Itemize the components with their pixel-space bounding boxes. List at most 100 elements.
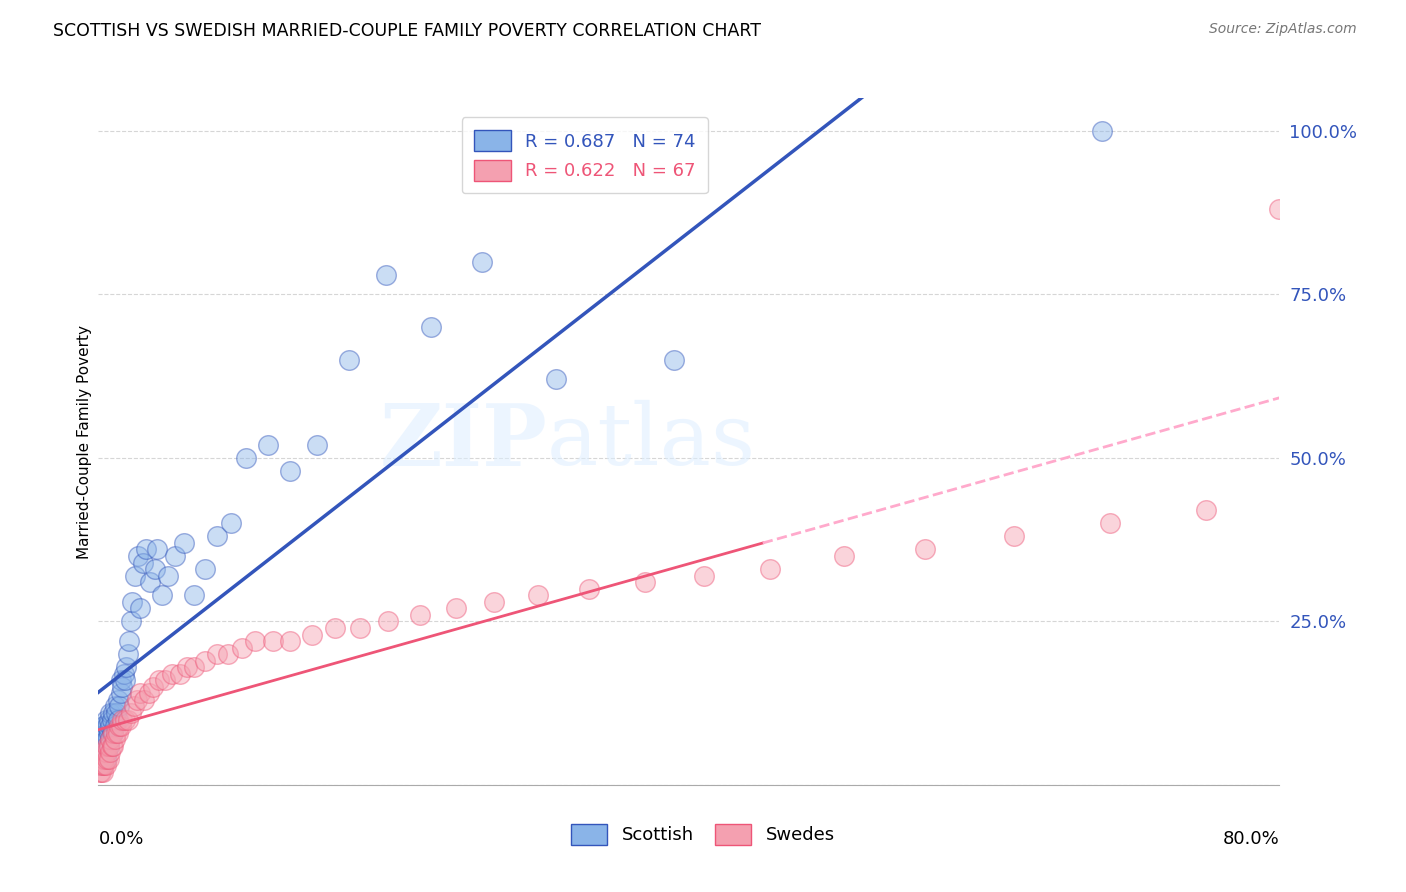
Point xyxy=(409,607,432,622)
Point xyxy=(578,582,600,596)
Point xyxy=(90,758,112,772)
Point xyxy=(419,320,441,334)
Point xyxy=(148,673,170,688)
Point xyxy=(183,588,205,602)
Legend: R = 0.687   N = 74, R = 0.622   N = 67: R = 0.687 N = 74, R = 0.622 N = 67 xyxy=(461,118,709,194)
Point xyxy=(90,739,112,753)
Point xyxy=(301,627,323,641)
Point xyxy=(121,595,143,609)
Point xyxy=(221,516,243,531)
Point xyxy=(375,268,398,282)
Point xyxy=(114,673,136,688)
Point xyxy=(162,666,183,681)
Point xyxy=(98,719,121,733)
Point xyxy=(194,654,217,668)
Point xyxy=(97,725,120,739)
Point xyxy=(349,621,371,635)
Point xyxy=(115,660,138,674)
Text: Source: ZipAtlas.com: Source: ZipAtlas.com xyxy=(1209,22,1357,37)
Point xyxy=(183,660,205,674)
Point xyxy=(111,680,134,694)
Text: 0.0%: 0.0% xyxy=(98,830,143,847)
Point xyxy=(173,536,195,550)
Point xyxy=(91,745,114,759)
Point xyxy=(135,542,157,557)
Point xyxy=(107,713,129,727)
Point xyxy=(527,588,550,602)
Point xyxy=(143,562,166,576)
Point xyxy=(100,713,122,727)
Point xyxy=(94,739,117,753)
Point xyxy=(91,745,114,759)
Point xyxy=(150,588,173,602)
Point xyxy=(117,647,139,661)
Point xyxy=(120,615,142,629)
Point xyxy=(280,634,302,648)
Point xyxy=(112,666,135,681)
Point xyxy=(107,725,129,739)
Point xyxy=(104,699,127,714)
Point xyxy=(110,686,132,700)
Point xyxy=(114,713,136,727)
Point xyxy=(105,725,128,739)
Point xyxy=(90,758,112,772)
Point xyxy=(111,713,134,727)
Point xyxy=(146,542,169,557)
Point xyxy=(89,758,111,772)
Point xyxy=(132,556,155,570)
Point xyxy=(120,706,142,720)
Point xyxy=(205,529,228,543)
Point xyxy=(546,372,568,386)
Point xyxy=(339,352,361,367)
Point xyxy=(117,713,139,727)
Point xyxy=(257,438,280,452)
Point xyxy=(1098,516,1121,531)
Point xyxy=(93,745,115,759)
Point xyxy=(91,719,114,733)
Point xyxy=(89,764,111,779)
Point xyxy=(243,634,266,648)
Point xyxy=(280,464,302,478)
Point xyxy=(89,758,111,772)
Point xyxy=(305,438,328,452)
Point xyxy=(103,739,125,753)
Point xyxy=(93,732,115,747)
Text: ZIP: ZIP xyxy=(380,400,547,483)
Point xyxy=(471,254,494,268)
Point xyxy=(231,640,253,655)
Point xyxy=(142,680,165,694)
Point xyxy=(93,758,115,772)
Text: atlas: atlas xyxy=(547,400,756,483)
Point xyxy=(103,706,125,720)
Text: SCOTTISH VS SWEDISH MARRIED-COUPLE FAMILY POVERTY CORRELATION CHART: SCOTTISH VS SWEDISH MARRIED-COUPLE FAMIL… xyxy=(53,22,762,40)
Point xyxy=(1268,202,1291,217)
Point xyxy=(96,752,118,766)
Point xyxy=(110,719,132,733)
Point xyxy=(100,739,122,753)
Y-axis label: Married-Couple Family Poverty: Married-Couple Family Poverty xyxy=(77,325,91,558)
Point xyxy=(98,732,121,747)
Point xyxy=(103,725,125,739)
Point xyxy=(90,745,112,759)
Point xyxy=(262,634,284,648)
Point xyxy=(91,752,114,766)
Point xyxy=(104,732,127,747)
Point xyxy=(134,693,156,707)
Point xyxy=(97,752,120,766)
Point xyxy=(122,699,145,714)
Point xyxy=(94,713,117,727)
Point xyxy=(832,549,855,563)
Point xyxy=(125,693,148,707)
Point xyxy=(217,647,239,661)
Point xyxy=(89,752,111,766)
Point xyxy=(118,634,141,648)
Point xyxy=(377,615,399,629)
Point xyxy=(97,739,120,753)
Point xyxy=(97,739,120,753)
Point xyxy=(89,739,111,753)
Point xyxy=(1002,529,1025,543)
Legend: Scottish, Swedes: Scottish, Swedes xyxy=(564,816,842,852)
Point xyxy=(110,673,132,688)
Point xyxy=(156,568,179,582)
Point xyxy=(138,686,160,700)
